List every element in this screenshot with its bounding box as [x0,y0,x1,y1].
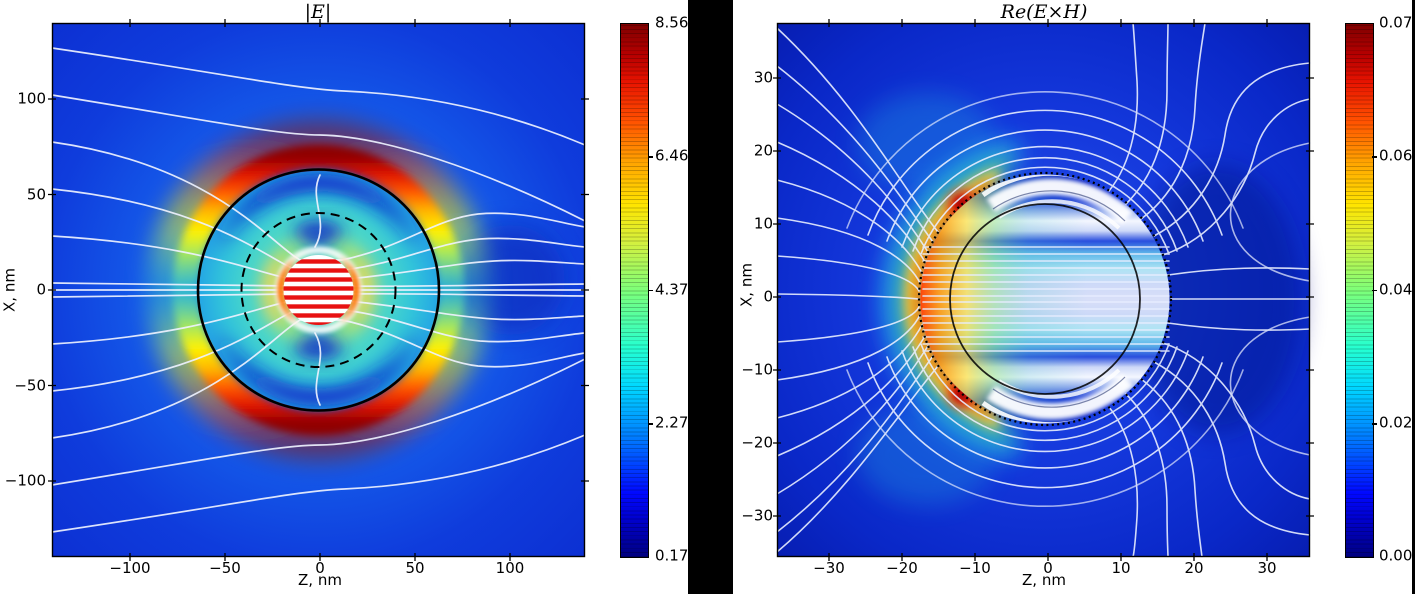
left-xtick-50: 50 [405,559,425,577]
right-xtick-m10: −10 [959,559,991,577]
left-plot-area [48,19,589,561]
left-colorbar-tick-3 [648,423,653,425]
left-xlabel: Z, nm [298,571,342,589]
right-xtick-m20: −20 [886,559,918,577]
right-ytick-0: 0 [763,287,773,306]
right-ytick-10: 10 [753,214,773,233]
left-field-plot-svg [48,19,589,561]
right-xtick-m30: −30 [813,559,845,577]
left-xtick-100: 100 [495,559,525,577]
left-colorbar-tick-2 [648,289,653,291]
left-xtick-m50: −50 [209,559,241,577]
right-xtick-20: 20 [1184,559,1204,577]
left-xtick-0: 0 [315,559,325,577]
right-xtick-30: 30 [1257,559,1277,577]
right-ytick-m20: −20 [741,433,773,452]
right-xtick-0: 0 [1043,559,1053,577]
right-cbar-label-max: 0.07 [1379,13,1413,32]
separator-band [688,0,733,594]
right-cbar-label-1: 0.02 [1379,413,1413,432]
left-ytick-100: 100 [17,89,46,108]
left-cbar-label-2: 4.37 [655,280,689,298]
inner-boundary-circle [949,203,1141,395]
right-hot-rim-glow [857,93,1021,505]
right-cbar-label-2: 0.04 [1379,280,1413,298]
right-ytick-20: 20 [753,141,773,160]
right-ytick-m30: −30 [741,506,773,525]
left-axis-ticks [48,19,589,561]
right-ytick-30: 30 [753,68,773,87]
left-plot-title: |E| [304,1,332,23]
left-axes-frame [48,19,589,561]
striped-core [283,255,354,325]
right-colorbar-tick-2 [1372,289,1377,291]
left-ylabel: X, nm [0,268,19,312]
left-particle-core [275,246,362,334]
left-ytick-0: 0 [36,280,46,299]
right-axes-frame [773,19,1314,561]
left-cbar-label-max: 8.56 [655,13,689,32]
left-cbar-label-min: 0.17 [655,546,689,565]
right-field-plot-svg [773,19,1314,561]
right-colorbar-tick-3 [1372,423,1377,425]
right-xlabel: Z, nm [1022,571,1066,589]
right-particle-interior [920,174,1170,424]
left-boundary-circles [196,168,441,412]
right-ytick-m10: −10 [741,360,773,379]
right-cbar-label-3: 0.06 [1379,146,1413,165]
right-ylabel: X, nm [737,263,756,307]
left-cbar-label-3: 6.46 [655,146,689,165]
left-colorbar-tick-1 [648,156,653,158]
right-boundary-circles [917,171,1173,427]
left-ytick-50: 50 [26,185,46,203]
left-ytick-m50: −50 [14,376,46,394]
right-axis-ticks [773,19,1314,561]
right-colorbar-tick-1 [1372,156,1377,158]
right-plot-area [773,19,1314,561]
left-cbar-label-1: 2.27 [655,413,689,432]
left-ytick-m100: −100 [4,471,46,490]
right-plot-title: Re(E×H) [1000,1,1088,23]
right-colorbar [1345,23,1374,558]
left-colorbar [620,23,649,558]
figure-right-edge-line [1412,0,1415,594]
inner-shell-dashed-circle [240,212,397,368]
right-cbar-label-min: 0.00 [1379,546,1413,565]
outer-shell-circle [196,168,441,412]
right-streamlines [776,22,1311,558]
left-xtick-m100: −100 [109,559,151,577]
particle-dotted-circle [917,171,1173,427]
right-xtick-10: 10 [1111,559,1131,577]
